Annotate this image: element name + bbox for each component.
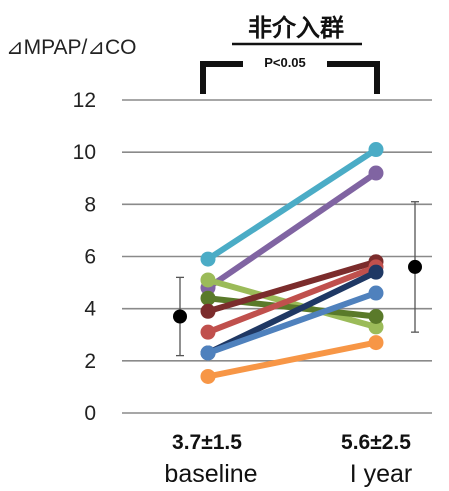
y-tick-label: 6 — [84, 246, 96, 269]
series-8-point-2 — [368, 285, 384, 301]
series-8-point-1 — [200, 345, 216, 361]
series-line-7 — [205, 269, 379, 357]
series-3-point-2 — [368, 319, 384, 335]
one-year-stat-label: 5.6±2.5 — [341, 431, 411, 454]
series-4-point-1 — [200, 290, 216, 306]
series-line-3 — [205, 276, 379, 330]
series-9-point-1 — [200, 368, 216, 384]
mean-marker — [408, 259, 422, 274]
y-tick-label: 0 — [84, 402, 96, 425]
mean-marker — [173, 309, 187, 324]
chart-title: 非介入群 — [248, 14, 344, 42]
series-9-point-2 — [368, 335, 384, 351]
series-7-point-2 — [368, 264, 384, 280]
significance-label: P<0.05 — [264, 55, 306, 70]
series-line-1 — [205, 146, 379, 263]
series-1-point-2 — [368, 142, 384, 158]
series-2-point-2 — [368, 165, 384, 181]
series-line-8 — [205, 290, 379, 357]
y-tick-label: 8 — [84, 193, 96, 216]
series-4-point-2 — [368, 308, 384, 324]
series-3-point-1 — [200, 272, 216, 288]
series-line-5 — [205, 258, 379, 315]
significance-box — [243, 49, 327, 75]
y-tick-label: 10 — [73, 141, 96, 164]
y-axis-label: ⊿MPAP/⊿CO — [6, 36, 136, 59]
series-6-point-1 — [200, 324, 216, 340]
series-1-point-1 — [200, 251, 216, 267]
series-line-6 — [205, 263, 379, 336]
y-tick-label: 12 — [73, 89, 96, 112]
series-5-point-1 — [200, 303, 216, 319]
y-tick-label: 2 — [84, 350, 96, 373]
x-category-baseline: baseline — [164, 460, 257, 488]
y-tick-label: 4 — [84, 298, 96, 321]
series-line-2 — [205, 170, 379, 291]
baseline-stat-label: 3.7±1.5 — [172, 431, 242, 454]
x-category-1year: I year — [350, 460, 413, 488]
series-line-9 — [205, 339, 379, 380]
